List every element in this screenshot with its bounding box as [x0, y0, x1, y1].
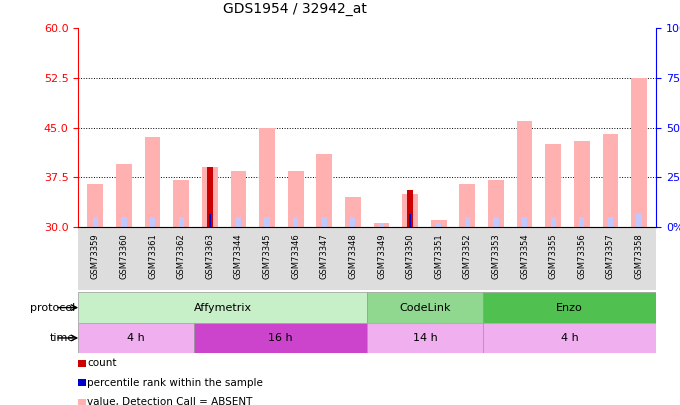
Bar — [202, 167, 218, 227]
Text: 14 h: 14 h — [413, 333, 437, 343]
Bar — [88, 184, 103, 227]
Bar — [78, 292, 367, 323]
Text: 4 h: 4 h — [127, 333, 145, 343]
Bar — [483, 292, 656, 323]
Bar — [179, 217, 184, 227]
Bar — [574, 141, 590, 227]
Bar — [373, 224, 390, 227]
Bar — [579, 217, 584, 227]
Text: time: time — [50, 333, 75, 343]
Bar — [464, 217, 470, 227]
Bar — [602, 134, 618, 227]
Text: Enzo: Enzo — [556, 303, 583, 313]
Bar — [116, 164, 132, 227]
Bar — [350, 217, 356, 227]
Bar — [150, 217, 155, 227]
Bar — [436, 224, 441, 227]
Bar — [207, 217, 212, 227]
Bar — [551, 217, 556, 227]
Bar — [194, 323, 367, 353]
Bar — [409, 213, 411, 227]
Bar — [488, 181, 504, 227]
Bar — [345, 197, 361, 227]
Text: count: count — [87, 358, 117, 368]
Bar — [545, 144, 561, 227]
Bar — [231, 171, 246, 227]
Bar — [265, 217, 270, 227]
Bar — [517, 121, 532, 227]
Bar — [631, 78, 647, 227]
Bar — [636, 213, 642, 227]
Bar — [407, 190, 413, 227]
Bar — [173, 181, 189, 227]
Text: CodeLink: CodeLink — [399, 303, 451, 313]
Bar — [92, 217, 98, 227]
Bar — [367, 323, 483, 353]
Bar — [236, 217, 241, 227]
Bar — [209, 213, 211, 227]
Bar — [259, 128, 275, 227]
Bar — [145, 138, 160, 227]
Text: percentile rank within the sample: percentile rank within the sample — [87, 378, 263, 388]
Bar — [293, 217, 299, 227]
Bar — [78, 323, 194, 353]
Bar — [494, 217, 498, 227]
Bar — [288, 171, 303, 227]
Bar — [522, 217, 527, 227]
Bar — [460, 184, 475, 227]
Text: value, Detection Call = ABSENT: value, Detection Call = ABSENT — [87, 397, 253, 405]
Bar — [608, 217, 613, 227]
Text: GDS1954 / 32942_at: GDS1954 / 32942_at — [223, 2, 367, 16]
Bar — [407, 217, 413, 227]
Bar — [431, 220, 447, 227]
Bar — [322, 217, 327, 227]
Text: 4 h: 4 h — [560, 333, 579, 343]
Text: 16 h: 16 h — [268, 333, 293, 343]
Bar — [483, 323, 656, 353]
Bar — [403, 194, 418, 227]
Bar — [379, 224, 384, 227]
Bar — [122, 217, 126, 227]
Text: protocol: protocol — [29, 303, 75, 313]
Bar — [367, 292, 483, 323]
Bar — [207, 167, 213, 227]
Text: Affymetrix: Affymetrix — [194, 303, 252, 313]
Bar — [316, 154, 332, 227]
